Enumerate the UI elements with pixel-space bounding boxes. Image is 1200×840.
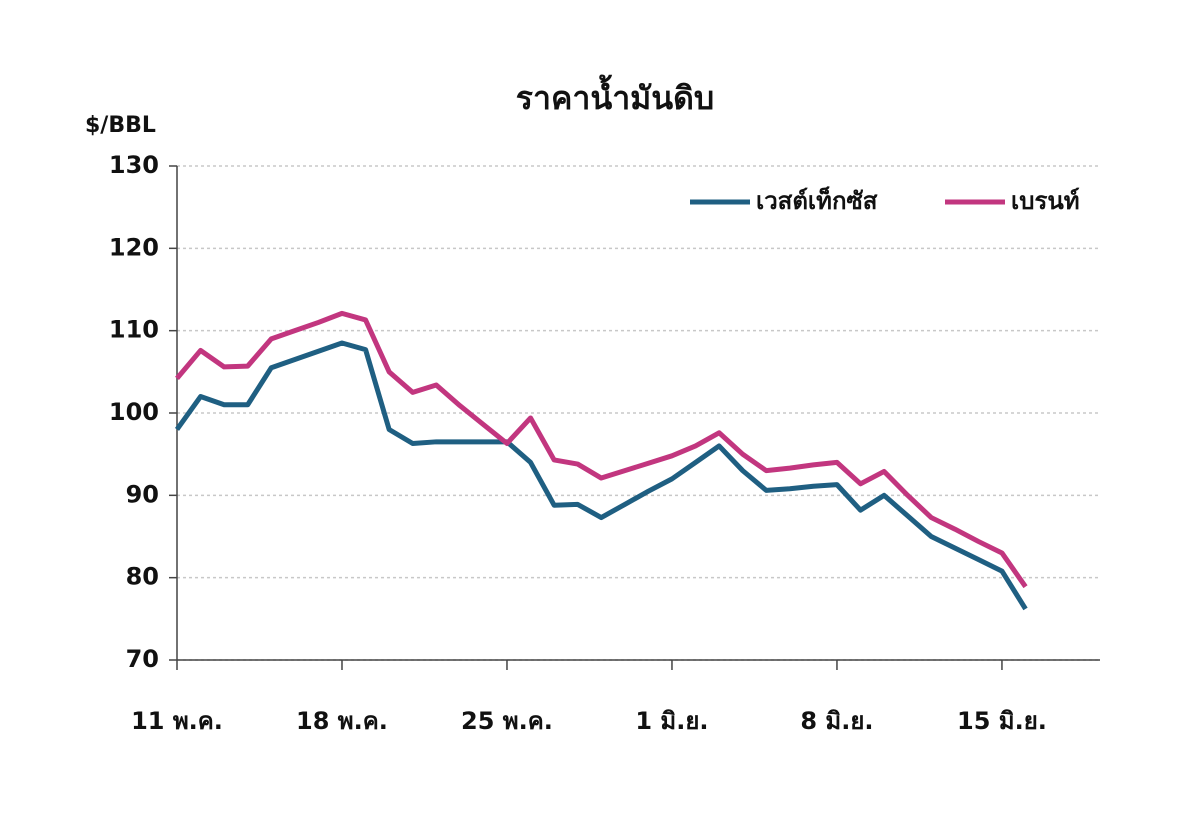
x-tick-label: 25 พ.ค.: [461, 707, 553, 735]
y-axis-title: $/BBL: [85, 113, 156, 138]
x-tick-label: 11 พ.ค.: [131, 707, 223, 735]
y-tick-label: 70: [126, 645, 159, 673]
x-tick-label: 8 มิ.ย.: [800, 707, 873, 735]
x-tick-label: 18 พ.ค.: [296, 707, 388, 735]
legend-label: เบรนท์: [1011, 187, 1080, 215]
line-series: [175, 310, 1028, 589]
line-series: [174, 340, 1028, 611]
x-tick-label: 15 มิ.ย.: [957, 707, 1047, 735]
y-tick-label: 130: [109, 151, 159, 179]
x-tick-label: 1 มิ.ย.: [635, 707, 708, 735]
y-tick-label: 90: [126, 480, 159, 508]
legend-label: เวสต์เท็กซัส: [756, 186, 878, 215]
y-tick-label: 80: [126, 563, 159, 591]
chart-title: ราคาน้ำมันดิบ: [516, 74, 714, 117]
y-tick-label: 100: [109, 398, 159, 426]
y-tick-label: 110: [109, 316, 159, 344]
y-tick-label: 120: [109, 233, 159, 261]
